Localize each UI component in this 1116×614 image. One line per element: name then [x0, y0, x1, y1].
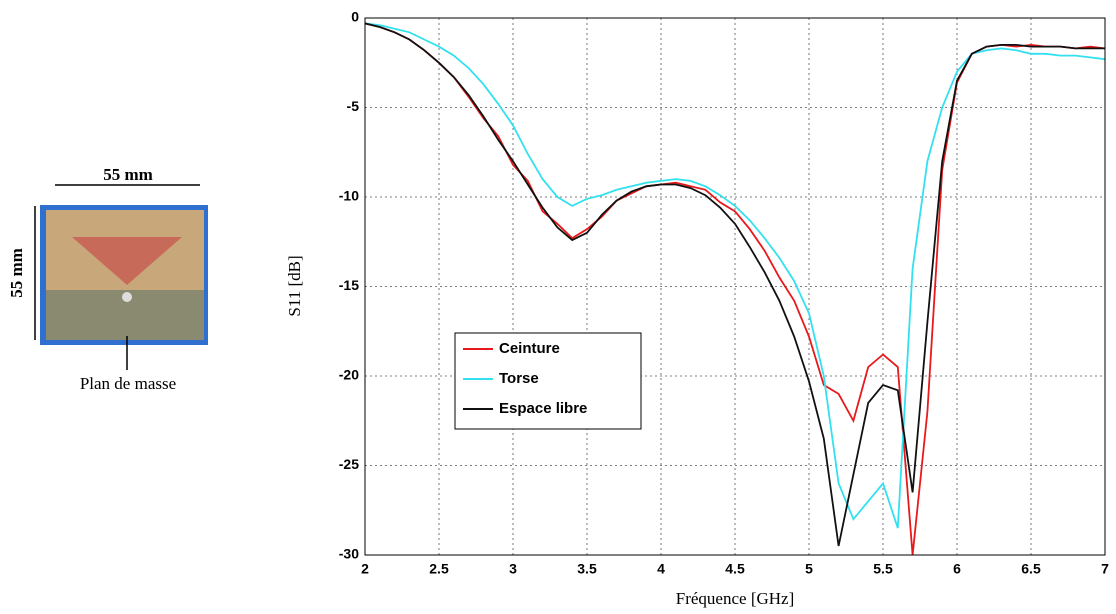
y-tick-label: -30 — [339, 546, 359, 562]
x-tick-label: 4.5 — [725, 561, 745, 577]
y-axis-label: S11 [dB] — [285, 255, 304, 316]
y-tick-label: -20 — [339, 367, 359, 383]
height-label: 55 mm — [7, 248, 26, 298]
width-label: 55 mm — [103, 165, 153, 184]
series-line — [365, 22, 1105, 547]
x-tick-label: 5 — [805, 561, 813, 577]
legend-label: Espace libre — [499, 400, 587, 417]
y-tick-label: -25 — [339, 456, 359, 472]
x-tick-label: 2.5 — [429, 561, 449, 577]
caption: Plan de masse — [80, 374, 176, 393]
x-tick-label: 2 — [361, 561, 369, 577]
plot-frame — [364, 17, 1106, 556]
x-tick-label: 4 — [657, 561, 665, 577]
x-tick-label: 5.5 — [873, 561, 893, 577]
x-axis-label: Fréquence [GHz] — [676, 589, 794, 608]
x-tick-label: 3 — [509, 561, 517, 577]
y-tick-label: -5 — [347, 98, 360, 114]
x-tick-label: 3.5 — [577, 561, 597, 577]
legend-label: Torse — [499, 370, 539, 387]
x-tick-label: 6 — [953, 561, 961, 577]
antenna-photo: 55 mm 55 mm Plan de masse — [7, 165, 208, 393]
patch — [72, 237, 182, 285]
x-tick-label: 6.5 — [1021, 561, 1041, 577]
y-tick-label: 0 — [351, 9, 359, 25]
y-tick-label: -15 — [339, 277, 359, 293]
y-tick-label: -10 — [339, 188, 359, 204]
x-tick-label: 7 — [1101, 561, 1109, 577]
series-line — [365, 22, 1105, 529]
legend-label: Ceinture — [499, 340, 560, 357]
connector — [122, 292, 132, 302]
